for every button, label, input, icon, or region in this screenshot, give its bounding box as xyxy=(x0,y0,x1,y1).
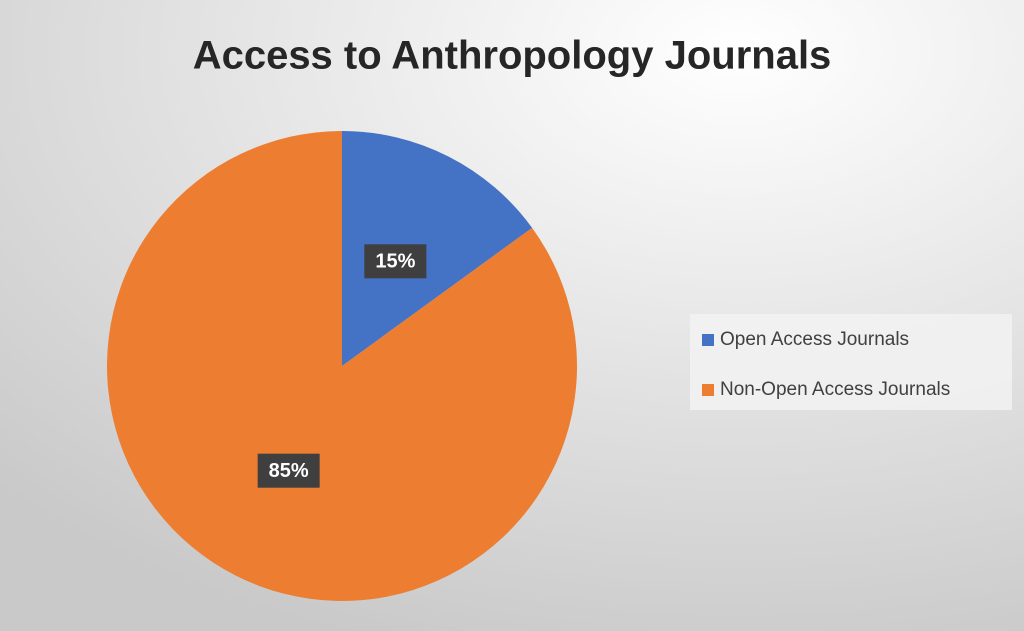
pie-slice xyxy=(106,130,577,601)
data-label-box xyxy=(257,453,320,488)
legend-label: Non-Open Access Journals xyxy=(720,379,950,400)
chart-title: Access to Anthropology Journals xyxy=(193,34,832,78)
data-label: 85% xyxy=(269,460,309,482)
legend-marker xyxy=(702,334,714,346)
legend-marker xyxy=(702,384,714,396)
legend-label: Open Access Journals xyxy=(720,329,909,350)
data-label-box xyxy=(364,244,427,279)
legend-box xyxy=(690,314,1012,410)
data-label: 15% xyxy=(375,251,415,273)
pie-slice xyxy=(342,131,533,366)
